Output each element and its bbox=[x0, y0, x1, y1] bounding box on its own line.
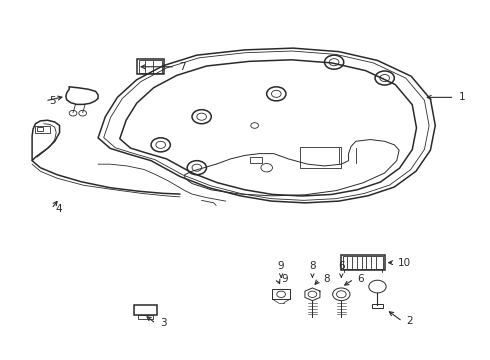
Bar bbox=[139, 60, 162, 73]
Bar bbox=[35, 126, 50, 132]
Bar bbox=[342, 255, 385, 270]
Bar bbox=[137, 59, 164, 74]
Bar bbox=[37, 127, 43, 131]
Text: 8: 8 bbox=[309, 261, 316, 271]
Text: 7: 7 bbox=[179, 62, 186, 72]
Bar bbox=[343, 256, 383, 269]
Text: 6: 6 bbox=[358, 274, 365, 284]
Bar bbox=[134, 305, 157, 315]
Text: 6: 6 bbox=[338, 261, 344, 271]
Text: 2: 2 bbox=[406, 316, 413, 327]
Text: 1: 1 bbox=[458, 93, 465, 102]
Bar bbox=[272, 289, 290, 299]
Text: 9: 9 bbox=[278, 261, 284, 271]
Text: 8: 8 bbox=[323, 274, 330, 284]
Bar bbox=[250, 157, 262, 163]
Text: 4: 4 bbox=[55, 204, 62, 214]
Text: 9: 9 bbox=[282, 274, 288, 284]
Bar bbox=[138, 315, 152, 319]
Text: 3: 3 bbox=[160, 319, 167, 328]
Text: 10: 10 bbox=[398, 258, 411, 267]
Text: 5: 5 bbox=[49, 96, 55, 106]
Bar bbox=[372, 304, 383, 308]
Bar bbox=[300, 147, 342, 168]
